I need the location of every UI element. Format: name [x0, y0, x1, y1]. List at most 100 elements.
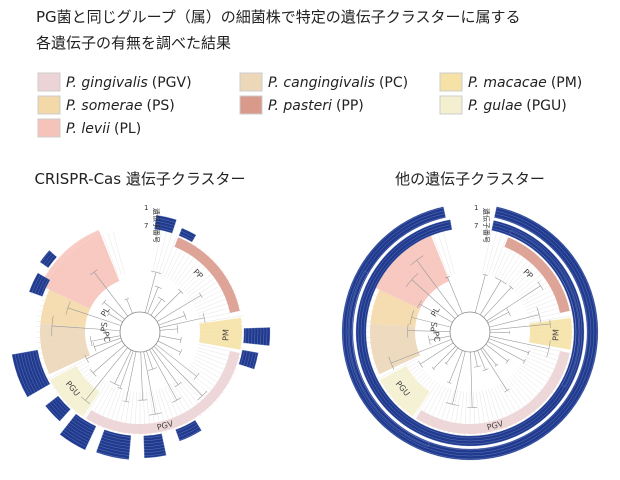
gene-label: 7 — [144, 222, 148, 230]
tip-line — [198, 310, 242, 320]
clade-sector — [504, 237, 570, 313]
tree-branch — [108, 313, 123, 323]
tree-arc — [154, 285, 162, 289]
tree-branch — [487, 311, 509, 324]
tree-branch — [429, 335, 451, 341]
tree-branch — [150, 298, 162, 316]
tree-arc — [80, 396, 90, 404]
clade-label: PGV — [486, 419, 505, 432]
clade-label: PM — [551, 329, 560, 341]
tree-branch — [86, 340, 123, 360]
clade-sector — [379, 365, 430, 417]
tree-branch — [51, 325, 121, 331]
gene-label: 7 — [474, 222, 478, 230]
tree-branch — [420, 342, 454, 365]
tree-arc — [89, 369, 97, 377]
matrix-grid — [18, 210, 262, 454]
tree-branch — [487, 341, 525, 362]
matrix-grid — [12, 204, 268, 460]
gene-block — [243, 327, 271, 346]
legend-swatch — [239, 95, 263, 115]
tree-arc — [193, 372, 200, 380]
tree-branch — [153, 291, 182, 319]
gene-label: 1 — [474, 204, 478, 212]
tree-branch — [140, 351, 143, 401]
legend-swatch — [439, 72, 463, 92]
tree-arc — [537, 281, 544, 291]
tip-line — [102, 234, 119, 277]
clade-label: PC — [101, 331, 111, 343]
gene-block — [45, 395, 71, 422]
species-name: P. somerae — [66, 98, 142, 114]
tree-branch — [157, 340, 181, 353]
tree-arc — [148, 367, 158, 371]
gene-label: 遺伝子番号 — [152, 208, 161, 243]
tree-arc — [407, 323, 409, 338]
tree-arc — [202, 312, 206, 323]
tree-branch — [90, 335, 121, 342]
tree-arc — [445, 276, 450, 279]
tree-branch — [114, 349, 132, 384]
species-name: P. levii — [66, 121, 110, 137]
tree-arc — [523, 358, 526, 364]
tree-branch — [483, 287, 512, 318]
clade-sector — [40, 230, 120, 309]
tree-branch — [119, 350, 134, 389]
tree-branch — [67, 307, 122, 326]
tree-arc — [506, 308, 511, 317]
tree-branch — [411, 317, 451, 328]
matrix-grid — [348, 210, 592, 454]
tip-line — [83, 382, 108, 420]
clade-sector — [415, 351, 570, 434]
legend-entry: P. pasteri (PP) — [268, 98, 364, 114]
tree-branch — [156, 295, 202, 322]
tip-line — [442, 231, 455, 275]
tree-arc — [172, 397, 182, 403]
tree-branch — [480, 348, 508, 391]
matrix-grid — [342, 204, 598, 460]
tip-line — [432, 234, 449, 277]
matrix-grid — [30, 222, 250, 442]
tree-arc — [494, 363, 499, 367]
tree-root — [119, 311, 161, 353]
tree-branch — [159, 317, 205, 328]
clade-sector — [174, 237, 240, 313]
tree-arc — [90, 269, 98, 276]
matrix-grid — [15, 207, 265, 457]
clade-sector — [39, 323, 91, 375]
legend-entry: P. somerae (PS) — [66, 98, 175, 114]
tree-branch — [470, 351, 473, 408]
tree-branch — [407, 330, 451, 332]
tree-branch — [452, 351, 466, 405]
tip-line — [528, 310, 572, 320]
tree-branch — [445, 347, 459, 364]
tip-line — [529, 315, 573, 323]
tip-line — [107, 233, 122, 276]
tree-branch — [159, 335, 181, 341]
matrix-grid — [27, 219, 253, 445]
tree-arc — [504, 388, 510, 393]
gene-block — [143, 433, 167, 459]
clade-sector — [529, 317, 572, 350]
legend-entry: P. gulae (PGU) — [468, 98, 567, 114]
clade-sector — [85, 351, 240, 434]
clade-label: PGV — [156, 419, 175, 432]
tree-arc — [109, 380, 120, 387]
tree-branch — [433, 345, 457, 369]
tree-arc — [409, 310, 415, 325]
clade-sector — [370, 230, 450, 309]
tip-line — [413, 382, 438, 420]
tree-arc — [101, 299, 107, 305]
tree-arc — [84, 354, 89, 363]
tree-arc — [176, 324, 179, 334]
matrix-grid — [33, 225, 247, 439]
legend-swatch — [37, 95, 61, 115]
tree-root — [449, 311, 491, 353]
tip-line — [377, 359, 417, 380]
clade-sector — [199, 317, 242, 350]
tip-line — [485, 231, 498, 275]
tree-branch — [146, 350, 154, 370]
tree-arc — [482, 273, 488, 276]
legend-swatch — [239, 72, 263, 92]
species-abbr: (PGV) — [152, 75, 192, 91]
